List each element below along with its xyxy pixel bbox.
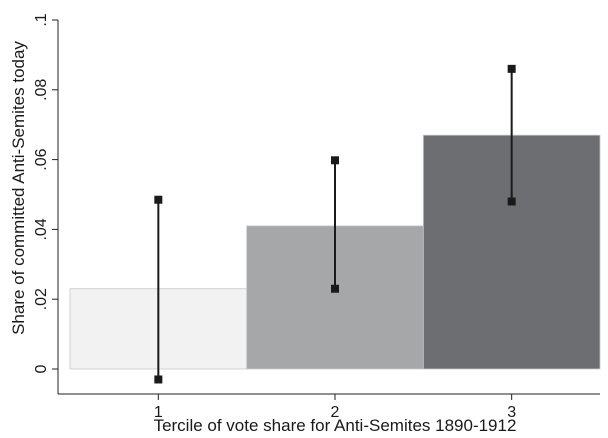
y-ticks: 0 .02 .04 .06 .08 .1 [33,13,58,373]
y-axis-label: Share of committed Anti-Semites today [9,41,28,335]
ci-upper-marker-1 [154,195,163,204]
y-tick-label: .02 [33,288,50,310]
y-tick-label: .1 [33,13,50,26]
x-ticks: 1 2 3 [154,394,516,421]
y-tick-label: .04 [33,218,50,240]
ci-lower-marker-3 [507,197,516,206]
x-tick-label: 1 [154,404,163,421]
x-tick-label: 3 [507,404,516,421]
y-tick-label: 0 [33,364,50,373]
error-bars-layer [154,64,516,384]
x-tick-label: 2 [331,404,340,421]
x-axis-label: Tercile of vote share for Anti-Semites 1… [154,416,517,435]
axes-layer [57,20,600,395]
ci-upper-marker-2 [331,156,339,165]
y-tick-label: .06 [33,148,50,170]
ci-lower-marker-1 [154,375,163,384]
ci-lower-marker-2 [331,284,339,293]
y-tick-label: .08 [33,79,50,101]
ci-upper-marker-3 [507,64,516,73]
